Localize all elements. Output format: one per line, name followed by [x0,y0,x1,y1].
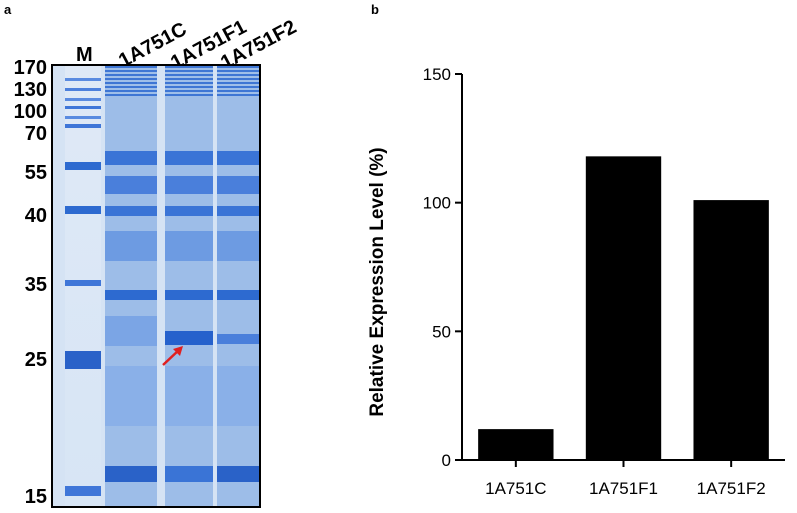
x-tick-label: 1A751F2 [697,479,766,498]
bar-1a751f2 [693,200,769,461]
marker-size-130: 130 [13,79,47,101]
chart-ticks: 0 50 100 150 1A751C 1A751F1 1A751F2 [423,65,766,498]
sds-page-gel-image [51,64,261,508]
y-tick-label: 150 [423,65,451,84]
sample-lane-1a751f1 [165,66,213,506]
marker-lane [65,66,101,506]
panel-a-letter: a [4,2,12,17]
x-tick-label: 1A751F1 [589,479,658,498]
chart-bars [478,156,769,461]
sample-lane-1a751f2 [217,66,259,506]
lane-label-marker: M [76,44,93,66]
y-axis-label: Relative Expression Level (%) [367,147,388,416]
marker-size-100: 100 [13,101,47,123]
y-tick-label: 100 [423,194,451,213]
marker-size-170: 170 [13,57,47,79]
red-arrow-icon [162,346,183,366]
marker-size-40: 40 [24,205,47,227]
sample-lane-1a751c [105,66,157,506]
arrow-head [173,346,183,356]
marker-size-70: 70 [24,123,47,145]
y-tick-label: 0 [442,451,451,470]
bar-1a751c [478,429,554,460]
marker-size-55: 55 [24,162,47,184]
marker-size-35: 35 [24,274,47,296]
panel-b-letter: b [371,2,379,17]
x-tick-label: 1A751C [485,479,546,498]
y-tick-label: 50 [432,322,451,341]
marker-size-25: 25 [24,349,47,371]
bar-1a751f1 [585,156,662,460]
marker-size-15: 15 [24,486,47,508]
